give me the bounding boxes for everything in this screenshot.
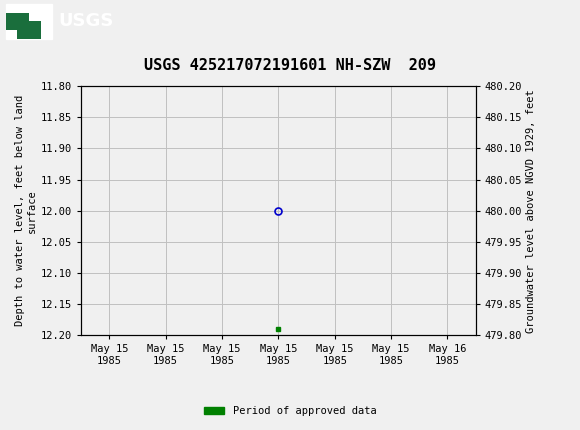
Y-axis label: Depth to water level, feet below land
surface: Depth to water level, feet below land su… — [15, 95, 37, 326]
Bar — [6, 13, 29, 30]
Legend: Period of approved data: Period of approved data — [200, 402, 380, 421]
Text: USGS: USGS — [58, 12, 113, 31]
Bar — [6, 4, 52, 39]
Text: USGS 425217072191601 NH-SZW  209: USGS 425217072191601 NH-SZW 209 — [144, 58, 436, 73]
Y-axis label: Groundwater level above NGVD 1929, feet: Groundwater level above NGVD 1929, feet — [526, 89, 537, 332]
Bar — [17, 22, 41, 39]
